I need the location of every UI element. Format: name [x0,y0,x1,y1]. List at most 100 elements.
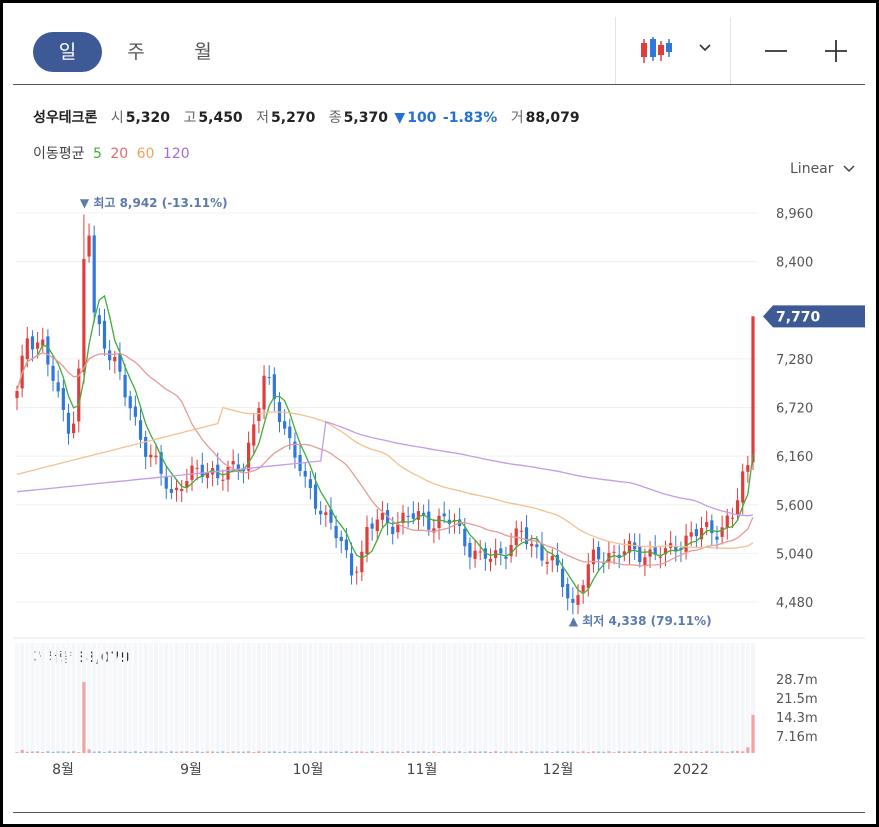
candle-body [586,564,590,588]
price-tick-label: 8,400 [776,256,813,271]
ma-legend-20[interactable]: 20 [110,146,129,162]
candle-body [524,527,529,545]
volume-bar [241,751,246,753]
volume-bg-column [236,643,241,753]
price-tick-label: 7,280 [776,353,813,368]
volume-bar [401,752,405,753]
volume-bg-column [87,643,92,753]
candle-body [509,544,513,557]
candle-body [581,585,585,592]
volume-bar [617,751,621,753]
volume-bg-column [406,643,411,753]
ma-legend-120[interactable]: 120 [162,146,190,162]
volume-bar [293,751,297,753]
volume-bg-column [426,643,431,753]
candle-body [535,544,539,548]
volume-bar [663,751,668,753]
volume-bg-column [71,643,76,753]
candle-body [653,547,657,555]
high-label: 고 [183,110,197,126]
candle-body [560,568,565,588]
candle-body [730,517,735,519]
volume-bg-column [596,643,601,753]
high-annotation: ▼ 최고 8,942 (-13.11%) [80,195,228,210]
volume-bg-column [462,643,467,753]
candle-body [380,512,385,520]
candle-body [504,556,508,559]
volume-bg-column [534,643,539,753]
volume-bar [200,751,204,753]
volume-bar [61,751,65,753]
volume-bg-column [457,643,462,753]
candle-body [370,523,374,529]
volume-bg-column [15,643,19,753]
volume-bar [277,751,282,753]
volume-bg-column [740,643,745,753]
volume-bg-column [20,643,25,753]
volume-bar [380,751,385,753]
volume-bg-column [66,643,71,753]
volume-bg-column [565,643,570,753]
volume-bg-column [421,643,426,753]
tab-weekly[interactable]: 주 [127,41,145,63]
volume-bar [247,751,251,753]
volume-bar [339,752,343,753]
volume-bg-column [431,643,436,753]
candle-body [401,512,405,523]
candle-body [25,338,29,360]
candle-body [360,551,364,573]
volume-bg-column [730,643,735,753]
chart-type-selector[interactable] [633,31,723,71]
volume-bar [272,751,276,753]
volume-bg-column [246,643,251,753]
ma-legend-60[interactable]: 60 [136,146,155,162]
moving-average-legend: 이동평균 5 20 60 120 [33,143,194,163]
volume-bg-column [272,643,277,753]
ma-legend-label: 이동평균 [33,146,85,162]
volume-bg-column [390,643,395,753]
price-chart[interactable]: 4,480 5,040 5,600 6,160 6,720 7,280 8,400 8,960… [3,3,876,824]
volume-bg-column [61,643,66,753]
volume-bg-column [195,643,200,753]
high-value: 5,450 [198,110,243,126]
candle-body [272,374,276,400]
x-axis-label: 8월 [52,762,74,778]
candle-body [56,382,60,392]
volume-bg-column [560,643,565,753]
candle-body [35,342,40,349]
volume-bar [689,751,693,753]
close-label: 종 [328,110,342,126]
volume-bar [566,751,570,753]
tab-daily[interactable]: 일 [33,32,102,72]
volume-bar [257,751,261,753]
zoom-in-button[interactable] [823,39,849,63]
candle-body [602,562,606,564]
price-tick-label: 4,480 [776,596,813,611]
volume-bg-column [720,643,725,753]
volume-bar [705,751,709,753]
candle-body [391,526,395,535]
scale-mode-toggle[interactable]: Linear [790,161,856,177]
volume-bar [514,751,518,753]
volume-bg-column [354,643,359,753]
volume-bg-column [40,643,45,753]
candle-body [643,557,647,565]
price-tick-label: 6,160 [776,450,813,465]
volume-bg-column [586,643,591,753]
volume-bar [488,752,493,753]
candle-body [128,396,132,409]
volume-bar [51,751,55,753]
volume-bar [411,751,415,753]
candle-body [694,529,698,537]
volume-bg-column [143,643,148,753]
volume-bar [494,751,498,753]
candle-body [416,511,421,520]
volume-bg-column [601,643,606,753]
ma-legend-5[interactable]: 5 [92,146,102,162]
candle-body [571,599,575,603]
volume-bg-column [370,643,375,753]
volume-bg-column [251,643,256,753]
zoom-out-button[interactable] [763,39,789,63]
volume-bar [478,751,482,753]
tab-monthly[interactable]: 월 [194,41,212,63]
